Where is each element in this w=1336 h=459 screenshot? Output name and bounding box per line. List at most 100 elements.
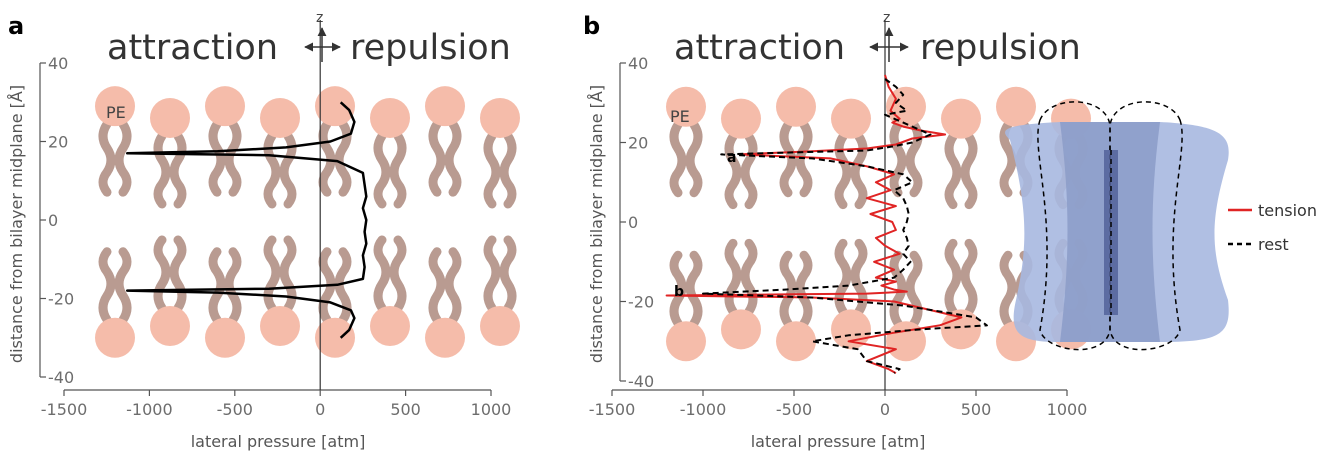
lipid-tail bbox=[444, 119, 462, 197]
lipid-head bbox=[480, 97, 520, 138]
lipid-head bbox=[941, 98, 981, 139]
lipid-tail bbox=[960, 238, 978, 316]
lipid-head bbox=[205, 317, 245, 358]
panel-a-x-axis-label: lateral pressure [atm] bbox=[191, 432, 366, 451]
y-tick-label: 20 bbox=[48, 133, 68, 152]
lipid-head bbox=[370, 305, 410, 346]
panel-a-repulsion-label: repulsion bbox=[350, 28, 511, 68]
lipid-tail bbox=[944, 238, 962, 316]
lipid-tail bbox=[944, 132, 962, 210]
lipid-tail bbox=[724, 238, 742, 316]
lipid-tail bbox=[889, 120, 907, 198]
lipid-tail bbox=[279, 131, 297, 209]
lipid-head bbox=[721, 309, 761, 350]
lipid-head bbox=[95, 86, 135, 127]
x-tick-label: -500 bbox=[776, 400, 812, 419]
lipid-tail bbox=[795, 250, 813, 328]
lipid-head bbox=[666, 86, 706, 127]
lipid-head bbox=[666, 321, 706, 362]
lipid-tail bbox=[483, 235, 501, 313]
lipid-tail bbox=[960, 132, 978, 210]
lipid-tail bbox=[373, 235, 391, 313]
lipid-tail bbox=[153, 131, 171, 209]
x-tick-label: 1000 bbox=[1047, 400, 1088, 419]
lipid-tail bbox=[224, 247, 242, 325]
panel-b-letter: b bbox=[583, 12, 600, 40]
y-tick-label: 40 bbox=[48, 54, 68, 73]
lipid-head bbox=[425, 317, 465, 358]
lipid-tail bbox=[208, 119, 226, 197]
lipid-head bbox=[480, 305, 520, 346]
panel-a-attraction-label: attraction bbox=[107, 28, 278, 68]
x-tick-label: 0 bbox=[315, 400, 325, 419]
x-tick-label: 0 bbox=[880, 400, 890, 419]
lipid-tail bbox=[279, 235, 297, 313]
x-tick-label: 1000 bbox=[471, 400, 512, 419]
lipid-tail bbox=[169, 131, 187, 209]
lipid-head bbox=[776, 86, 816, 127]
lipid-tail bbox=[169, 235, 187, 313]
lipid-tail bbox=[318, 119, 336, 197]
lipid-head bbox=[886, 321, 926, 362]
y-tick-label: -40 bbox=[48, 368, 74, 387]
panel-a: a attraction repulsion z PE -40-2002040-… bbox=[7, 10, 520, 451]
panel-a-lipid-bilayer bbox=[95, 86, 520, 358]
lipid-tail bbox=[483, 131, 501, 209]
lipid-tail bbox=[373, 131, 391, 209]
lipid-tail bbox=[499, 235, 517, 313]
lipid-head bbox=[260, 97, 300, 138]
panel-b-channel bbox=[1005, 101, 1229, 351]
lipid-tail bbox=[98, 247, 116, 325]
lipid-tail bbox=[669, 120, 687, 198]
panel-a-axes: -40 -20 0 20 40 -1500 -1000 -500 0 500 1000 bbox=[39, 20, 512, 419]
lipid-tail bbox=[389, 235, 407, 313]
series-rest-line bbox=[702, 78, 988, 374]
lipid-head bbox=[315, 86, 355, 127]
legend: tension rest bbox=[1228, 201, 1317, 254]
legend-rest-label: rest bbox=[1258, 235, 1289, 254]
lipid-head bbox=[721, 98, 761, 139]
lipid-head bbox=[205, 86, 245, 127]
lipid-tail bbox=[98, 119, 116, 197]
y-tick-label: 0 bbox=[48, 211, 58, 230]
lipid-head bbox=[260, 305, 300, 346]
lipid-tail bbox=[779, 250, 797, 328]
lipid-tail bbox=[740, 132, 758, 210]
lipid-tail bbox=[499, 131, 517, 209]
x-tick-label: -1000 bbox=[680, 400, 727, 419]
x-tick-label: -500 bbox=[217, 400, 253, 419]
y-tick-label: 20 bbox=[628, 134, 648, 153]
panel-a-z-label: z bbox=[316, 10, 323, 26]
lipid-tail bbox=[724, 132, 742, 210]
panel-b-attraction-label: attraction bbox=[674, 28, 845, 68]
lipid-tail bbox=[999, 250, 1017, 328]
panel-b-annotation-a: a bbox=[727, 150, 736, 166]
lipid-head bbox=[996, 86, 1036, 127]
lipid-head bbox=[776, 321, 816, 362]
y-tick-label: -40 bbox=[628, 372, 654, 391]
lipid-tail bbox=[224, 119, 242, 197]
lipid-head bbox=[831, 98, 871, 139]
panel-a-series bbox=[125, 101, 368, 339]
lipid-tail bbox=[153, 235, 171, 313]
x-tick-label: 500 bbox=[390, 400, 421, 419]
y-tick-label: -20 bbox=[628, 293, 654, 312]
lipid-tail bbox=[263, 235, 281, 313]
lipid-tail bbox=[889, 250, 907, 328]
x-tick-label: -1500 bbox=[41, 400, 88, 419]
series-tension-line bbox=[665, 74, 963, 374]
lipid-head bbox=[370, 97, 410, 138]
panel-b-x-axis-label: lateral pressure [atm] bbox=[751, 432, 926, 451]
lipid-tail bbox=[795, 120, 813, 198]
y-tick-label: 40 bbox=[628, 54, 648, 73]
lipid-head bbox=[150, 97, 190, 138]
panel-b-series bbox=[665, 74, 988, 374]
lipid-tail bbox=[740, 238, 758, 316]
legend-tension-label: tension bbox=[1258, 201, 1317, 220]
panel-b-axes: -40 -20 0 20 40 -1500 -1000 -500 0 500 1000 bbox=[589, 20, 1088, 419]
x-tick-label: -1000 bbox=[126, 400, 173, 419]
lipid-tail bbox=[669, 250, 687, 328]
lipid-tail bbox=[114, 247, 132, 325]
panel-b-pe-label: PE bbox=[670, 107, 690, 126]
lipid-tail bbox=[389, 131, 407, 209]
